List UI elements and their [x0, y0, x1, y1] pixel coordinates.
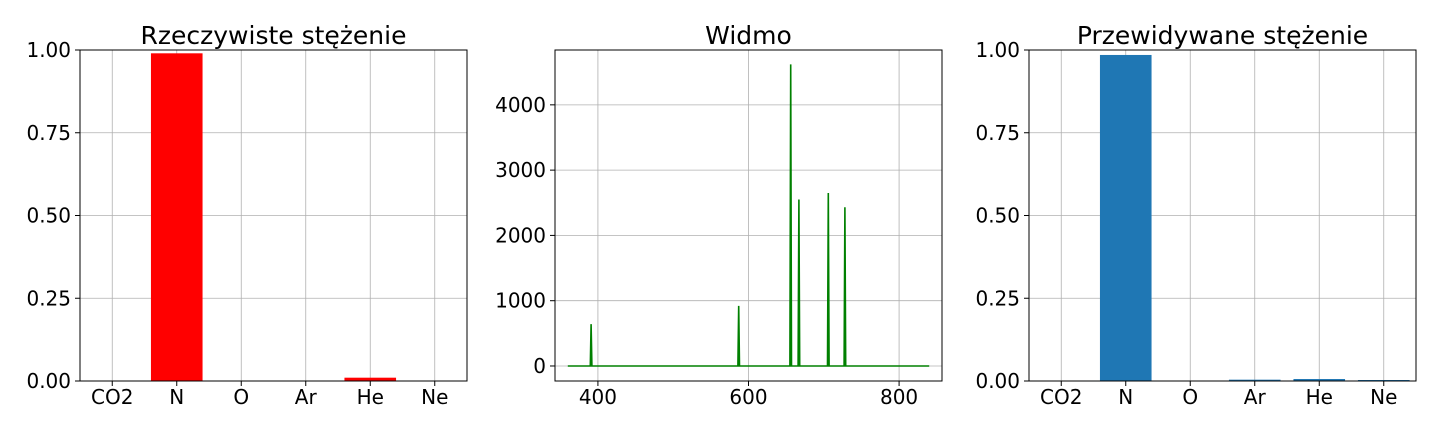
y-tick-label: 0.75	[975, 121, 1020, 145]
spectrum-line	[567, 64, 930, 367]
y-tick-label: 0.00	[26, 369, 71, 393]
chart-actual-concentration: Rzeczywiste stężenie CO2 N O Ar He Ne 0.00 0.25…	[26, 21, 468, 409]
y-tick-label: 0.50	[26, 204, 71, 228]
y-tick-label: 1.00	[975, 38, 1020, 62]
y-tick-label: 0.25	[26, 286, 71, 310]
bar	[150, 53, 203, 382]
bar	[1228, 379, 1281, 381]
y-tick-label: 1000	[495, 289, 546, 313]
x-tick-label: CO2	[91, 385, 133, 409]
bar	[1293, 379, 1346, 381]
chart-title: Widmo	[705, 21, 792, 50]
x-tick-label: O	[1182, 385, 1198, 409]
y-tick-label: 3000	[495, 158, 546, 182]
x-tick-label: N	[1118, 385, 1133, 409]
chart-title: Rzeczywiste stężenie	[141, 21, 407, 50]
bar	[344, 377, 397, 381]
y-tick-label: 4000	[495, 93, 546, 117]
bar	[1099, 54, 1152, 382]
x-tick-label: Ar	[1244, 385, 1267, 409]
x-tick-label: Ne	[1370, 385, 1397, 409]
x-tick-label: He	[1306, 385, 1333, 409]
x-tick-label: 800	[880, 385, 918, 409]
x-tick-label: 600	[729, 385, 767, 409]
y-tick-label: 0.00	[975, 369, 1020, 393]
x-tick-label: O	[233, 385, 249, 409]
chart-predicted-concentration: Przewidywane stężenie CO2 N O Ar He Ne 0.00 0.2…	[975, 21, 1417, 409]
x-tick-label: N	[169, 385, 184, 409]
x-tick-label: 400	[579, 385, 617, 409]
x-tick-label: CO2	[1040, 385, 1082, 409]
y-tick-label: 0.25	[975, 286, 1020, 310]
y-tick-label: 0.50	[975, 204, 1020, 228]
y-tick-label: 1.00	[26, 38, 71, 62]
x-tick-label: He	[357, 385, 384, 409]
y-tick-label: 0.75	[26, 121, 71, 145]
x-tick-label: Ar	[295, 385, 318, 409]
y-tick-label: 0	[533, 354, 546, 378]
y-tick-label: 2000	[495, 223, 546, 247]
x-tick-label: Ne	[421, 385, 448, 409]
chart-title: Przewidywane stężenie	[1077, 21, 1368, 50]
chart-spectrum: Widmo 400 600 800 0 1000 2000 3000 4000	[495, 21, 943, 409]
